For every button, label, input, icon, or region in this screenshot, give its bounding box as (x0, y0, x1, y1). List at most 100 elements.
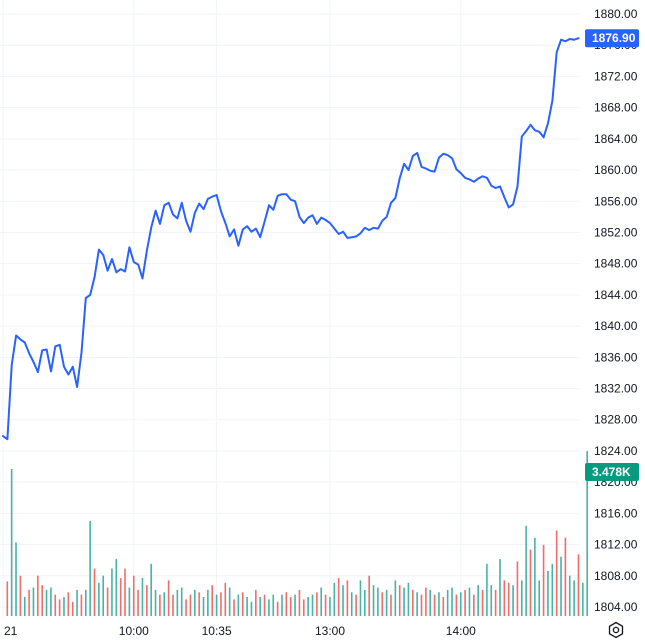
volume-bar (285, 592, 288, 616)
volume-bar (289, 597, 292, 616)
volume-bar (411, 589, 414, 616)
volume-bar (468, 587, 471, 616)
price-tick-label: 1848.00 (594, 257, 638, 271)
volume-bar (420, 594, 423, 616)
volume-bar (141, 578, 144, 616)
volume-bar (228, 587, 231, 616)
volume-bar (307, 597, 309, 616)
volume-bar (106, 587, 109, 616)
volume-bar (115, 559, 118, 616)
volume-bar (180, 587, 183, 616)
volume-bar (241, 592, 244, 616)
volume-bar (372, 585, 375, 616)
volume-bars (6, 451, 588, 616)
settings-gear-icon[interactable] (607, 621, 625, 639)
volume-bar (298, 589, 301, 616)
volume-bar (37, 575, 39, 616)
volume-bar (337, 578, 340, 616)
price-tick-label: 1852.00 (594, 225, 638, 239)
volume-bar (84, 589, 87, 616)
volume-bar (577, 554, 580, 616)
volume-bar (486, 563, 488, 616)
time-tick-label: 14:00 (446, 624, 476, 638)
volume-bar (529, 549, 532, 616)
price-tick-label: 1836.00 (594, 350, 638, 364)
price-axis[interactable]: 1880.001876.001872.001868.001864.001860.… (594, 7, 638, 614)
last-price-label: 1876.90 (592, 31, 636, 45)
volume-bar (390, 594, 392, 616)
volume-bar (333, 582, 336, 616)
price-tick-label: 1812.00 (594, 538, 638, 552)
volume-bar (93, 568, 96, 616)
volume-bar (346, 580, 349, 616)
volume-bar (342, 585, 344, 616)
volume-bar (551, 563, 554, 616)
volume-bar (473, 594, 475, 616)
volume-bar (512, 585, 514, 616)
price-tick-label: 1864.00 (594, 132, 638, 146)
volume-bar (176, 589, 179, 616)
price-tick-label: 1804.00 (594, 600, 638, 614)
volume-bar (438, 592, 440, 616)
volume-bar (128, 587, 131, 616)
volume-bar (494, 589, 497, 616)
volume-bar (538, 580, 541, 616)
volume-bar (560, 556, 562, 616)
volume-bar (464, 589, 466, 616)
volume-bar (355, 594, 357, 616)
volume-bar (207, 589, 209, 616)
time-tick-label: 10:00 (119, 624, 149, 638)
volume-bar (398, 585, 401, 616)
volume-bar (368, 575, 370, 616)
volume-bar (316, 592, 318, 616)
volume-bar (32, 587, 35, 616)
volume-bar (547, 570, 549, 616)
volume-bar (124, 568, 126, 616)
price-tick-label: 1824.00 (594, 444, 638, 458)
volume-bar (499, 559, 501, 616)
price-tick-label: 1856.00 (594, 194, 638, 208)
volume-bar (185, 599, 187, 616)
volume-bar (211, 585, 214, 616)
volume-bar (582, 582, 584, 616)
volume-label: 3.478K (592, 465, 631, 479)
volume-bar (163, 592, 166, 616)
time-tick-label: 21 (4, 624, 18, 638)
volume-bar (150, 563, 152, 616)
volume-bar (237, 594, 240, 616)
price-tick-label: 1816.00 (594, 506, 638, 520)
volume-bar (10, 468, 13, 616)
volume-bar (359, 580, 362, 616)
volume-bar (459, 592, 462, 616)
volume-bar (41, 585, 43, 616)
volume-bar (525, 525, 527, 616)
volume-bar (555, 530, 558, 616)
price-tick-label: 1868.00 (594, 101, 638, 115)
last-price-badge: 1876.90 (585, 29, 639, 48)
volume-bar (586, 451, 588, 616)
volume-bar (111, 568, 113, 616)
price-tick-label: 1872.00 (594, 69, 638, 83)
volume-bar (364, 589, 366, 616)
volume-bar (167, 580, 170, 616)
volume-bar (311, 594, 314, 616)
time-tick-label: 10:35 (202, 624, 232, 638)
volume-bar (407, 582, 410, 616)
volume-bar (119, 578, 122, 616)
volume-bar (329, 597, 331, 616)
volume-bar (224, 582, 227, 616)
volume-bar (394, 580, 397, 616)
volume-bar (324, 594, 327, 616)
time-axis[interactable]: 21 10:00 10:35 13:00 14:00 (4, 624, 476, 638)
volume-bar (89, 521, 91, 616)
volume-bar (263, 594, 266, 616)
grid-lines (0, 0, 580, 618)
volume-bar (568, 575, 571, 616)
volume-bar (350, 592, 353, 616)
volume-bar (198, 592, 200, 616)
volume-bar (403, 587, 405, 616)
volume-bar (542, 544, 545, 616)
volume-bar (481, 589, 484, 616)
price-tick-label: 1828.00 (594, 413, 638, 427)
